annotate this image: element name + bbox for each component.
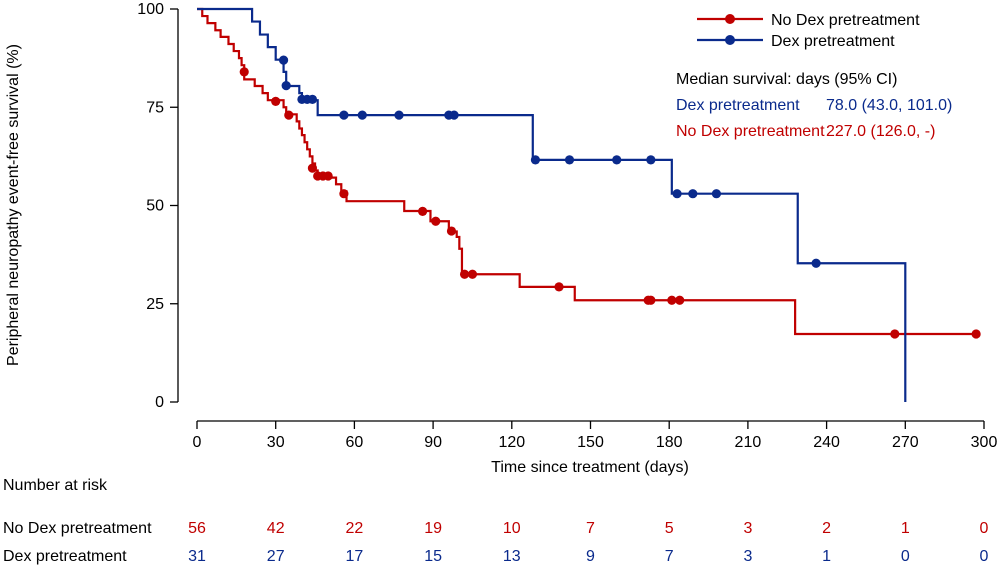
censor-marker-dex [339,110,349,120]
censor-marker-dex [357,110,367,120]
x-tick-label: 120 [498,434,525,451]
risk-table-title: Number at risk [3,477,108,494]
median-title: Median survival: days (95% CI) [676,71,897,88]
censor-marker-nodex [446,226,457,236]
risk-value-nodex: 56 [188,520,206,537]
censor-marker-nodex [271,96,281,106]
risk-value-dex: 27 [267,548,285,565]
x-tick-label: 60 [346,434,364,451]
censor-marker-nodex [554,282,564,292]
risk-value-nodex: 22 [346,520,364,537]
risk-value-nodex: 2 [822,520,831,537]
censor-marker-dex [394,110,404,120]
x-tick-label: 180 [656,434,683,451]
x-tick-label: 30 [267,434,285,451]
median-label-dex: Dex pretreatment [676,97,800,114]
censor-marker-nodex [890,329,900,339]
censor-marker-dex [281,81,291,91]
risk-value-nodex: 0 [980,520,989,537]
censor-marker-dex [672,189,682,199]
risk-value-dex: 17 [346,548,364,565]
legend-label-nodex: No Dex pretreatment [771,12,920,29]
y-tick-label: 25 [146,296,164,313]
risk-value-nodex: 42 [267,520,285,537]
risk-value-nodex: 7 [586,520,595,537]
x-tick-label: 240 [813,434,840,451]
censor-marker-dex [307,94,318,104]
censor-marker-nodex [239,67,249,77]
censor-marker-dex [811,258,821,268]
risk-value-nodex: 10 [503,520,521,537]
risk-value-dex: 31 [188,548,206,565]
risk-row-label-dex: Dex pretreatment [3,548,127,565]
censor-marker-dex [711,189,722,199]
x-tick-label: 300 [971,434,998,451]
censor-marker-nodex [284,110,294,120]
censor-marker-nodex [323,171,333,181]
legend-marker-dex [725,35,735,45]
censor-marker-nodex [971,329,981,339]
risk-value-dex: 15 [424,548,442,565]
y-tick-label: 50 [146,198,164,215]
censor-marker-nodex [459,269,470,279]
risk-value-dex: 9 [586,548,595,565]
y-axis-label: Peripheral neuropathy event-free surviva… [5,44,22,366]
risk-value-dex: 0 [901,548,910,565]
x-tick-label: 90 [424,434,442,451]
censor-marker-nodex [675,295,685,305]
median-annotation: Median survival: days (95% CI) Dex pretr… [676,71,952,140]
series-line-dex [197,7,907,402]
censor-marker-nodex [646,295,656,305]
legend-marker-nodex [725,14,735,24]
censor-marker-nodex [667,295,677,305]
legend-label-dex: Dex pretreatment [771,33,895,50]
median-value-nodex: 227.0 (126.0, -) [826,123,935,140]
risk-value-dex: 7 [665,548,674,565]
x-tick-label: 210 [735,434,762,451]
risk-value-dex: 1 [822,548,831,565]
median-value-dex: 78.0 (43.0, 101.0) [826,97,952,114]
censor-marker-dex [612,155,622,165]
risk-value-dex: 13 [503,548,521,565]
legend: No Dex pretreatment Dex pretreatment [697,12,920,50]
censor-marker-dex [449,110,459,120]
risk-value-nodex: 1 [901,520,910,537]
x-tick-label: 150 [577,434,604,451]
risk-value-dex: 3 [743,548,752,565]
censor-marker-dex [278,55,289,65]
x-axis-label: Time since treatment (days) [491,459,689,476]
risk-row-label-nodex: No Dex pretreatment [3,520,152,537]
x-tick-label: 0 [193,434,202,451]
censor-marker-nodex [431,216,441,226]
risk-value-nodex: 3 [743,520,752,537]
censor-marker-dex [646,155,656,165]
censor-marker-dex [530,155,541,165]
risk-value-dex: 0 [980,548,989,565]
median-label-nodex: No Dex pretreatment [676,123,825,140]
risk-value-nodex: 5 [665,520,674,537]
y-tick-label: 100 [137,1,164,18]
x-tick-label: 270 [892,434,919,451]
risk-value-nodex: 19 [424,520,442,537]
y-tick-label: 75 [146,99,164,116]
censor-marker-dex [564,155,575,165]
censor-marker-dex [688,189,698,199]
censor-marker-nodex [467,269,478,279]
censor-marker-nodex [339,189,349,199]
y-tick-label: 0 [155,394,164,411]
censor-marker-nodex [418,206,428,216]
censor-marker-nodex [307,163,318,173]
